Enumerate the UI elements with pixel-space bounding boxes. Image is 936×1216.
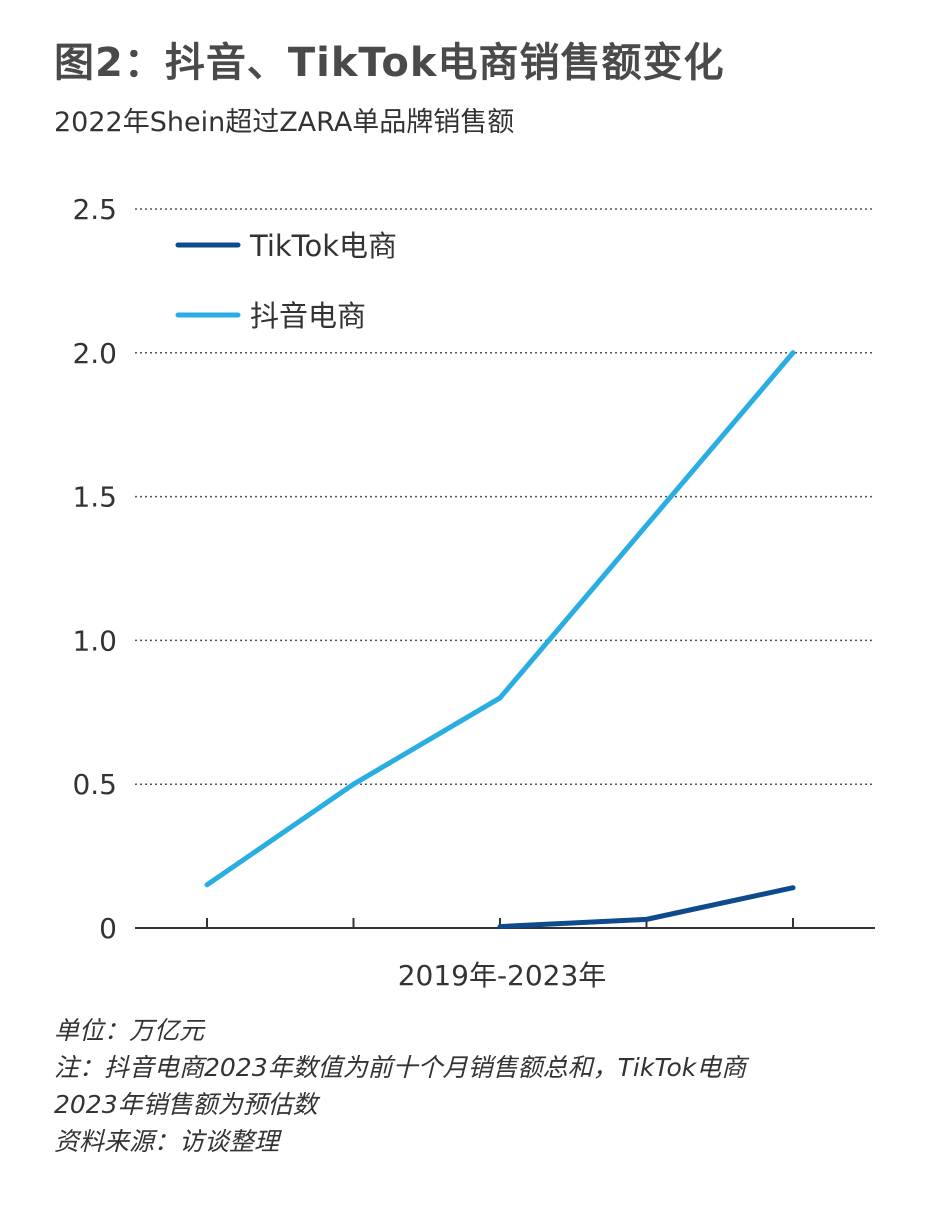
series-line-0 [497,885,796,930]
footnote-line-2: 2023年销售额为预估数 [54,1090,318,1119]
y-tick-label: 1.0 [72,624,117,657]
footnote-line-1: 注：抖音电商2023年数值为前十个月销售额总和，TikTok电商 [54,1053,747,1082]
y-tick-label: 0 [99,912,117,945]
legend-label: TikTok电商 [249,229,397,263]
y-tick-label: 2.5 [72,193,117,226]
chart-title: 图2：抖音、TikTok电商销售额变化 [54,40,725,86]
legend-label: 抖音电商 [250,299,366,333]
series-line-1 [204,350,796,888]
y-tick-label: 2.0 [72,337,117,370]
chart-subtitle: 2022年Shein超过ZARA单品牌销售额 [54,107,515,138]
unit-note: 单位：万亿元 [54,1016,205,1045]
x-axis-label: 2019年-2023年 [398,959,607,992]
y-tick-label: 1.5 [72,481,117,514]
y-tick-label: 0.5 [72,768,117,801]
source-note: 资料来源：访谈整理 [54,1127,280,1156]
notes: 单位：万亿元 注：抖音电商2023年数值为前十个月销售额总和，TikTok电商 … [54,1012,894,1160]
